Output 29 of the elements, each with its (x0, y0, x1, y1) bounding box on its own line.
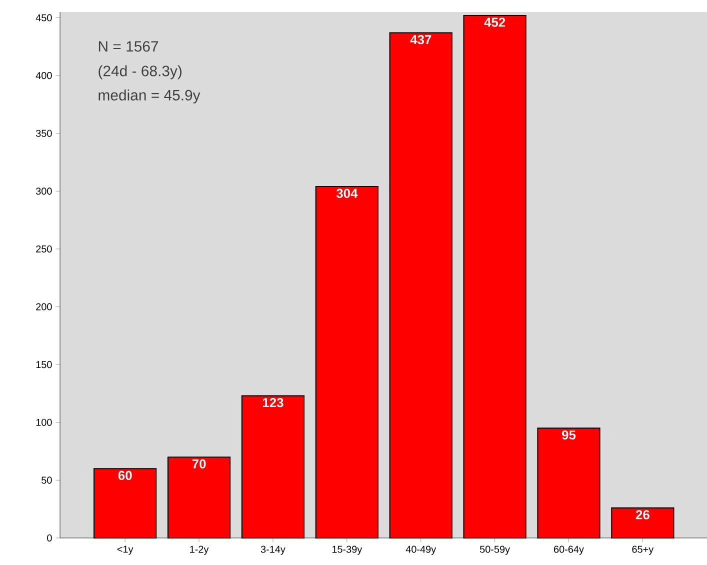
x-tick-label: 50-59y (480, 546, 510, 555)
y-tick-label: 0 (47, 534, 52, 542)
data-label: 452 (484, 18, 506, 27)
data-label: 26 (636, 510, 650, 520)
data-label: 70 (192, 459, 206, 468)
y-tick-label: 50 (42, 476, 52, 484)
data-label: 123 (262, 398, 284, 408)
y-tick-label: 350 (36, 130, 52, 137)
annotation: (24d - 68.3y) (98, 65, 182, 80)
annotation: N = 1567 (98, 41, 158, 52)
data-label: 60 (118, 470, 132, 480)
data-label: 95 (562, 430, 576, 440)
x-tick-label: 40-49y (406, 546, 436, 555)
x-tick-label: <1y (117, 546, 134, 555)
y-tick-label: 100 (36, 418, 52, 426)
x-tick-label: 15-39y (332, 546, 362, 555)
y-tick-label: 300 (36, 188, 52, 195)
data-label: 304 (336, 188, 358, 198)
x-tick-label: 60-64y (554, 546, 584, 555)
y-tick-label: 200 (36, 303, 52, 310)
data-label: 437 (410, 34, 432, 44)
y-tick-label: 450 (36, 14, 52, 22)
x-tick-label: 65+y (632, 546, 654, 555)
y-tick-label: 400 (36, 72, 52, 80)
y-tick-label: 150 (36, 361, 52, 368)
x-tick-label: 3-14y (260, 546, 286, 555)
y-tick-label: 250 (36, 245, 52, 252)
annotation: median = 45.9y (98, 90, 200, 104)
x-tick-label: 1-2y (190, 546, 209, 555)
